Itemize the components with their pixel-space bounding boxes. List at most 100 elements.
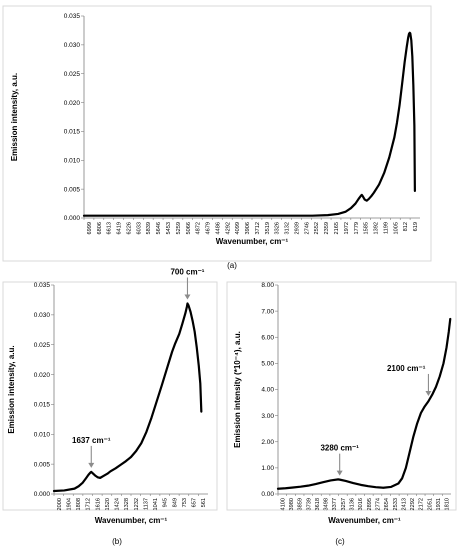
x-axis-title: Wavenumber, cm⁻¹ bbox=[328, 516, 401, 525]
x-tick-label: 1931 bbox=[436, 498, 442, 510]
x-tick-label: 3739 bbox=[306, 498, 312, 510]
annotation-arrowhead bbox=[184, 294, 191, 300]
x-tick-label: 2895 bbox=[367, 498, 373, 510]
y-tick-label: 2.00 bbox=[261, 439, 274, 446]
y-tick-label: 6.00 bbox=[261, 334, 274, 341]
y-tick-label: 0.000 bbox=[64, 215, 81, 222]
y-tick-label: 0.025 bbox=[64, 71, 81, 78]
y-tick-label: 0.035 bbox=[64, 13, 81, 20]
x-tick-label: 2746 bbox=[304, 222, 310, 234]
y-tick-label: 0.020 bbox=[64, 100, 81, 107]
x-tick-label: 3132 bbox=[285, 222, 291, 234]
y-tick-label: 0.005 bbox=[34, 461, 51, 468]
spectrum-line bbox=[276, 317, 452, 490]
y-tick-label: 0.030 bbox=[64, 42, 81, 49]
x-tick-label: 4099 bbox=[235, 222, 241, 234]
x-tick-label: 753 bbox=[182, 498, 188, 507]
panel-c: 0.00 1.00 2.00 3.00 4.00 5.00 6.00 7.00 8.00 4100… bbox=[226, 281, 457, 546]
y-tick-label: 4.00 bbox=[261, 387, 274, 394]
panel-caption: (b) bbox=[112, 537, 122, 546]
x-tick-label: 1810 bbox=[445, 498, 451, 510]
x-tick-label: 1779 bbox=[354, 222, 360, 234]
y-tick-label: 0.020 bbox=[34, 372, 51, 379]
x-tick-label: 1392 bbox=[374, 222, 380, 234]
y-axis-title: Emission intensity, a.u. bbox=[7, 345, 16, 433]
x-tick-label: 1328 bbox=[124, 498, 130, 510]
panel-caption: (a) bbox=[227, 261, 237, 270]
y-tick-label: 0.025 bbox=[34, 342, 51, 349]
y-tick-label: 0.000 bbox=[34, 491, 51, 498]
x-tick-label: 2292 bbox=[410, 498, 416, 510]
x-tick-label: 1616 bbox=[95, 498, 101, 510]
x-tick-label: 2000 bbox=[57, 498, 63, 510]
x-tick-label: 3136 bbox=[350, 498, 356, 510]
x-tick-label: 1424 bbox=[115, 498, 121, 510]
x-tick-label: 945 bbox=[163, 498, 169, 507]
x-tick-label: 6033 bbox=[136, 222, 142, 234]
x-tick-label: 4679 bbox=[206, 222, 212, 234]
x-tick-label: 3712 bbox=[255, 222, 261, 234]
panel-frame bbox=[2, 281, 218, 511]
x-tick-label: 2359 bbox=[324, 222, 330, 234]
panel-caption: (c) bbox=[335, 537, 345, 546]
x-tick-label: 1005 bbox=[393, 222, 399, 234]
x-tick-label: 2051 bbox=[427, 498, 433, 510]
x-tick-label: 4292 bbox=[225, 222, 231, 234]
panel-frame bbox=[2, 5, 432, 262]
x-tick-label: 1972 bbox=[344, 222, 350, 234]
x-tick-label: 2939 bbox=[294, 222, 300, 234]
x-tick-label: 5839 bbox=[146, 222, 152, 234]
x-tick-label: 2552 bbox=[314, 222, 320, 234]
panel-b: 0.000 0.005 0.010 0.015 0.020 0.025 0.030 0.035… bbox=[2, 268, 218, 546]
x-tick-label: 3906 bbox=[245, 222, 251, 234]
y-tick-label: 0.035 bbox=[34, 282, 51, 289]
x-tick-label: 1041 bbox=[153, 498, 159, 510]
peak-annotation-label: 2100 cm⁻¹ bbox=[387, 364, 426, 373]
panel-a: 0.000 0.005 0.010 0.015 0.020 0.025 0.030 0.035… bbox=[2, 5, 432, 270]
x-tick-label: 561 bbox=[201, 498, 207, 507]
x-tick-label: 812 bbox=[403, 222, 409, 231]
y-tick-label: 7.00 bbox=[261, 308, 274, 315]
x-tick-label: 2165 bbox=[334, 222, 340, 234]
y-tick-label: 1.00 bbox=[261, 465, 274, 472]
y-tick-label: 0.030 bbox=[34, 312, 51, 319]
y-tick-label: 0.005 bbox=[64, 186, 81, 193]
x-tick-label: 5259 bbox=[176, 222, 182, 234]
x-tick-label: 1199 bbox=[383, 222, 389, 234]
y-axis-title: Emission intensity, a.u. bbox=[10, 73, 19, 161]
x-tick-label: 3859 bbox=[298, 498, 304, 510]
annotation-arrowhead bbox=[88, 462, 95, 468]
x-tick-label: 3377 bbox=[332, 498, 338, 510]
x-tick-label: 2533 bbox=[393, 498, 399, 510]
y-tick-label: 0.010 bbox=[34, 431, 51, 438]
spectrum-line bbox=[82, 31, 416, 217]
x-tick-label: 6613 bbox=[107, 222, 113, 234]
y-axis-title: Emission intensity (*10⁻⁴), a.u. bbox=[233, 331, 242, 448]
x-tick-label: 1232 bbox=[134, 498, 140, 510]
x-tick-label: 3257 bbox=[341, 498, 347, 510]
x-tick-label: 1137 bbox=[143, 498, 149, 510]
x-tick-label: 1904 bbox=[66, 498, 72, 510]
annotation-arrowhead bbox=[425, 390, 432, 396]
x-tick-label: 3326 bbox=[275, 222, 281, 234]
x-tick-label: 5453 bbox=[166, 222, 172, 234]
peak-annotation-label: 1637 cm⁻¹ bbox=[72, 436, 111, 445]
x-tick-label: 2654 bbox=[384, 498, 390, 510]
x-tick-label: 1808 bbox=[76, 498, 82, 510]
x-tick-label: 3618 bbox=[315, 498, 321, 510]
spectrum-line bbox=[52, 302, 203, 493]
x-tick-label: 1712 bbox=[86, 498, 92, 510]
annotation-arrowhead bbox=[336, 470, 343, 476]
x-axis-title: Wavenumber, cm⁻¹ bbox=[95, 516, 168, 525]
x-tick-label: 2172 bbox=[419, 498, 425, 510]
x-tick-label: 6806 bbox=[97, 222, 103, 234]
y-tick-label: 0.015 bbox=[34, 402, 51, 409]
x-tick-label: 5066 bbox=[186, 222, 192, 234]
x-tick-label: 3519 bbox=[265, 222, 271, 234]
x-axis-title: Wavenumber, cm⁻¹ bbox=[216, 237, 289, 246]
x-tick-label: 657 bbox=[192, 498, 198, 507]
x-tick-label: 3498 bbox=[324, 498, 330, 510]
x-tick-label: 619 bbox=[413, 222, 419, 231]
y-tick-label: 3.00 bbox=[261, 413, 274, 420]
